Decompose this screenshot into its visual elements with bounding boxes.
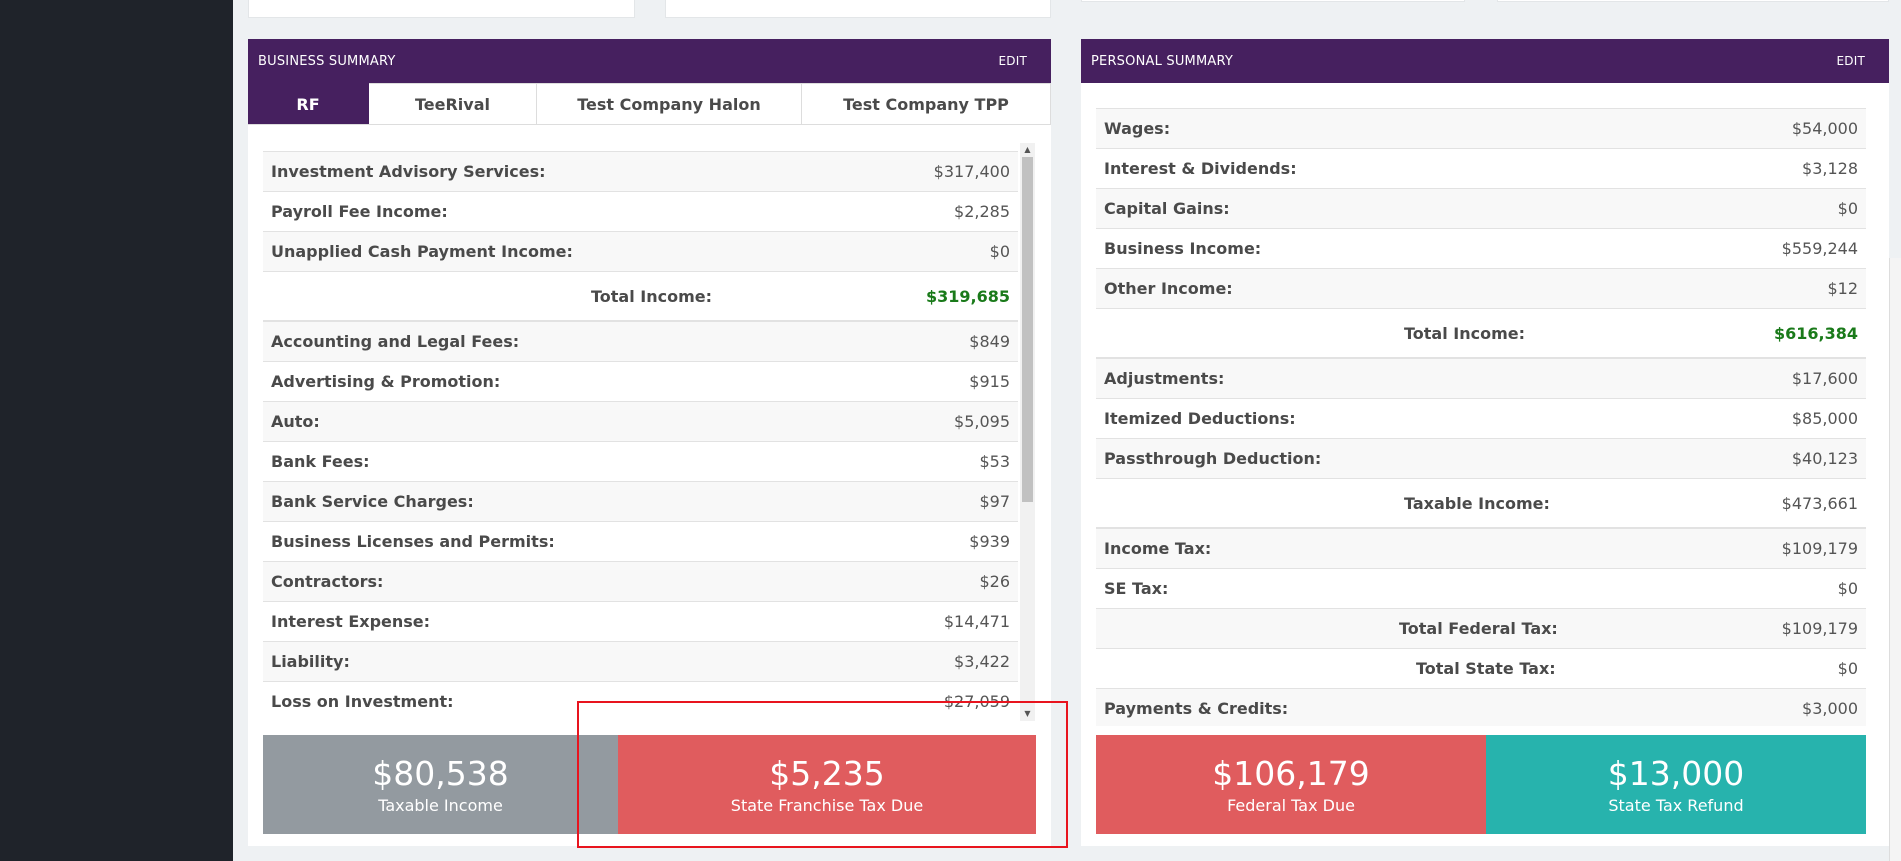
page-scrollbar[interactable]: [1889, 258, 1901, 861]
table-row: Contractors: $26: [263, 561, 1018, 601]
sidebar: [0, 0, 233, 861]
highlight-box: [577, 701, 1068, 848]
top-card-middle: [665, 0, 1051, 18]
tab-teerival[interactable]: TeeRival: [369, 83, 537, 124]
tab-test-company-halon[interactable]: Test Company Halon: [537, 83, 802, 124]
stat-taxable-income-label: Taxable Income: [378, 796, 503, 815]
table-row: Bank Service Charges: $97: [263, 481, 1018, 521]
table-row: Advertising & Promotion: $915: [263, 361, 1018, 401]
personal-edit-button[interactable]: EDIT: [1836, 54, 1865, 68]
business-rows-scroll[interactable]: Investment Advisory Services: $317,400 Pa…: [263, 151, 1018, 721]
top-card-left: [248, 0, 635, 18]
table-row: Interest Expense: $14,471: [263, 601, 1018, 641]
scroll-down-arrow-icon[interactable]: ▼: [1024, 709, 1031, 718]
business-summary-header: BUSINESS SUMMARY EDIT: [248, 39, 1051, 83]
table-row: Business Income: $559,244: [1096, 228, 1866, 268]
stat-federal-tax-label: Federal Tax Due: [1227, 796, 1355, 815]
table-row: Accounting and Legal Fees: $849: [263, 321, 1018, 361]
table-row: Business Licenses and Permits: $939: [263, 521, 1018, 561]
stat-state-franchise-tax-due: $5,235 State Franchise Tax Due: [618, 735, 1036, 834]
table-row: Wages: $54,000: [1096, 108, 1866, 148]
personal-summary-header: PERSONAL SUMMARY EDIT: [1081, 39, 1889, 83]
business-rows: Investment Advisory Services: $317,400 Pa…: [263, 151, 1018, 721]
personal-summary-title: PERSONAL SUMMARY: [1091, 53, 1233, 69]
stat-state-tax-refund-value: $13,000: [1607, 754, 1745, 793]
business-total-income-row: Total Income: $319,685: [263, 271, 1018, 321]
personal-total-income-row: Total Income: $616,384: [1096, 308, 1866, 358]
tab-rf[interactable]: RF: [248, 83, 369, 124]
stat-federal-tax-value: $106,179: [1212, 754, 1370, 793]
personal-rows-list: Wages: $54,000 Interest & Dividends: $3,12…: [1096, 108, 1866, 726]
table-row: Interest & Dividends: $3,128: [1096, 148, 1866, 188]
table-row: Adjustments: $17,600: [1096, 358, 1866, 398]
stat-state-tax-refund-label: State Tax Refund: [1608, 796, 1744, 815]
company-tabs: RF TeeRival Test Company Halon Test Comp…: [248, 83, 1051, 125]
table-row: Payroll Fee Income: $2,285: [263, 191, 1018, 231]
stat-federal-tax-due: $106,179 Federal Tax Due: [1096, 735, 1486, 834]
table-row: Passthrough Deduction: $40,123: [1096, 438, 1866, 478]
table-row: Investment Advisory Services: $317,400: [263, 151, 1018, 191]
top-card-right-b: [1497, 0, 1889, 2]
personal-taxable-income-row: Taxable Income: $473,661: [1096, 478, 1866, 528]
table-row: Other Income: $12: [1096, 268, 1866, 308]
table-row: Unapplied Cash Payment Income: $0: [263, 231, 1018, 271]
stat-taxable-income-value: $80,538: [372, 754, 509, 793]
table-row: Bank Fees: $53: [263, 441, 1018, 481]
stat-state-franchise-tax-value: $5,235: [769, 754, 885, 793]
business-summary-title: BUSINESS SUMMARY: [258, 53, 396, 69]
business-scrollbar[interactable]: ▲ ▼: [1020, 143, 1035, 721]
personal-total-federal-row: Total Federal Tax: $109,179: [1096, 608, 1866, 648]
table-row: Itemized Deductions: $85,000: [1096, 398, 1866, 438]
table-row: Liability: $3,422: [263, 641, 1018, 681]
table-row: Capital Gains: $0: [1096, 188, 1866, 228]
stat-state-tax-refund: $13,000 State Tax Refund: [1486, 735, 1866, 834]
table-row: Payments & Credits: $3,000: [1096, 688, 1866, 726]
business-edit-button[interactable]: EDIT: [998, 54, 1027, 68]
table-row: SE Tax: $0: [1096, 568, 1866, 608]
top-card-right-a: [1081, 0, 1465, 2]
scroll-up-arrow-icon[interactable]: ▲: [1024, 145, 1031, 154]
personal-rows: Wages: $54,000 Interest & Dividends: $3,12…: [1096, 108, 1866, 726]
stat-state-franchise-tax-label: State Franchise Tax Due: [730, 796, 924, 815]
personal-total-state-row: Total State Tax: $0: [1096, 648, 1866, 688]
stat-taxable-income: $80,538 Taxable Income: [263, 735, 618, 834]
table-row: Income Tax: $109,179: [1096, 528, 1866, 568]
table-row: Auto: $5,095: [263, 401, 1018, 441]
business-scrollbar-thumb[interactable]: [1022, 157, 1033, 502]
tab-test-company-tpp[interactable]: Test Company TPP: [802, 83, 1051, 124]
